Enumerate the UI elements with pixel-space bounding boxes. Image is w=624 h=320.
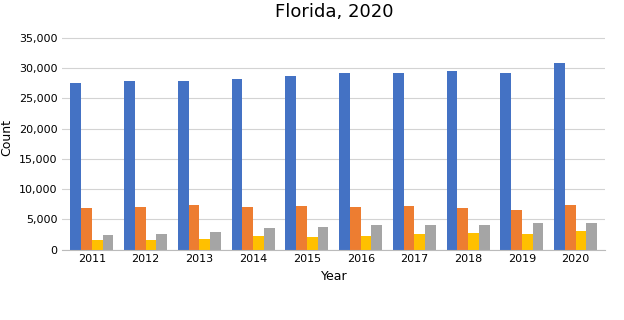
Bar	[264, 228, 275, 250]
Bar	[533, 223, 544, 250]
X-axis label: Year: Year	[321, 270, 347, 283]
Bar	[307, 237, 318, 250]
Bar	[124, 81, 135, 250]
Bar	[457, 208, 468, 250]
Bar	[371, 225, 383, 250]
Bar	[468, 233, 479, 250]
Bar	[188, 205, 200, 250]
Bar	[210, 232, 221, 250]
Bar	[71, 83, 81, 250]
Bar	[253, 236, 264, 250]
Bar	[350, 207, 361, 250]
Bar	[157, 234, 167, 250]
Bar	[500, 73, 511, 250]
Bar	[554, 63, 565, 250]
Bar	[296, 206, 307, 250]
Bar	[404, 206, 414, 250]
Bar	[146, 240, 157, 250]
Bar	[339, 73, 350, 250]
Title: Florida, 2020: Florida, 2020	[275, 3, 393, 21]
Bar	[200, 239, 210, 250]
Bar	[285, 76, 296, 250]
Bar	[447, 71, 457, 250]
Y-axis label: Count: Count	[1, 119, 13, 156]
Bar	[81, 208, 92, 250]
Bar	[425, 225, 436, 250]
Bar	[522, 235, 533, 250]
Bar	[479, 225, 490, 250]
Bar	[511, 210, 522, 250]
Bar	[178, 81, 188, 250]
Bar	[135, 207, 146, 250]
Bar	[92, 240, 103, 250]
Bar	[103, 235, 114, 250]
Bar	[318, 227, 328, 250]
Bar	[565, 205, 576, 250]
Bar	[361, 236, 371, 250]
Bar	[576, 231, 587, 250]
Bar	[414, 234, 425, 250]
Bar	[243, 207, 253, 250]
Bar	[232, 79, 243, 250]
Bar	[393, 73, 404, 250]
Bar	[587, 223, 597, 250]
